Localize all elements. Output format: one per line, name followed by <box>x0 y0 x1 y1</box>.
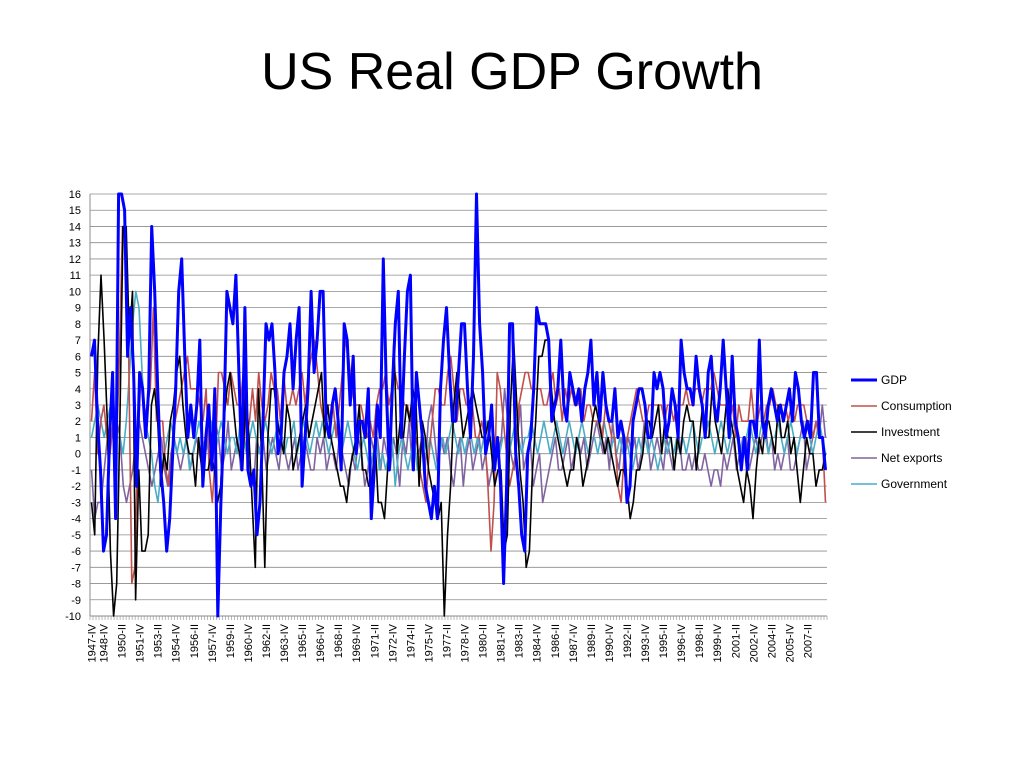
x-tick-label: 1956-II <box>189 624 201 658</box>
legend: GDP Consumption Investment Net exports Gover… <box>851 373 952 491</box>
x-tick-label: 1963-IV <box>279 623 291 662</box>
legend-label-gdp: GDP <box>881 373 907 387</box>
y-tick-label: 5 <box>75 368 81 380</box>
y-tick-label: 7 <box>75 335 81 347</box>
x-tick-label: 1951-IV <box>135 623 147 662</box>
x-tick-label: 1984-IV <box>532 623 544 662</box>
y-tick-label: -4 <box>71 514 81 526</box>
x-axis-ticks: 1947-IV 1948-IV 1950-II 1951-IV 1953-II 1954-… <box>87 623 815 662</box>
x-tick-label: 1950-II <box>117 624 129 658</box>
x-tick-label: 1971-II <box>369 624 381 658</box>
y-tick-label: 9 <box>75 303 81 315</box>
x-tick-label: 1998-II <box>694 624 706 658</box>
x-tick-label: 1969-IV <box>351 623 363 662</box>
y-tick-label: -1 <box>71 465 81 477</box>
x-tick-label: 1992-II <box>622 624 634 658</box>
x-tick-label: 1995-II <box>658 624 670 658</box>
x-tick-label: 1968-II <box>333 624 345 658</box>
y-tick-label: -3 <box>71 497 81 509</box>
x-tick-label: 1953-II <box>153 624 165 658</box>
x-tick-label: 1983-II <box>514 624 526 658</box>
x-tick-label: 2002-IV <box>748 623 760 662</box>
x-tick-label: 2001-II <box>730 624 742 658</box>
x-tick-label: 1962-II <box>261 624 273 658</box>
y-tick-label: 2 <box>75 416 81 428</box>
x-tick-label: 2005-IV <box>784 623 796 662</box>
x-tick-label: 1989-II <box>586 624 598 658</box>
series-consumption <box>90 225 827 585</box>
legend-label-government: Government <box>881 477 948 491</box>
y-tick-label: 3 <box>75 400 81 412</box>
y-tick-label: 16 <box>69 189 81 201</box>
x-tick-label: 2007-II <box>802 624 814 658</box>
axes <box>89 194 828 620</box>
x-tick-label: 2004-II <box>766 624 778 658</box>
x-tick-label: 1954-IV <box>171 623 183 662</box>
y-tick-label: 6 <box>75 351 81 363</box>
x-tick-label: 1960-IV <box>243 623 255 662</box>
legend-label-net-exports: Net exports <box>881 451 942 465</box>
y-tick-label: -10 <box>65 611 81 623</box>
legend-label-consumption: Consumption <box>881 399 952 413</box>
x-tick-label: 1965-II <box>297 624 309 658</box>
x-tick-label: 1957-IV <box>207 623 219 662</box>
y-tick-label: 4 <box>75 384 81 396</box>
x-tick-label: 1990-IV <box>604 623 616 662</box>
y-tick-label: 10 <box>69 286 81 298</box>
y-tick-label: 14 <box>69 221 81 233</box>
x-tick-label: 1978-IV <box>460 623 472 662</box>
series-gdp <box>90 192 827 618</box>
y-tick-label: -7 <box>71 562 81 574</box>
y-tick-label: -6 <box>71 546 81 558</box>
y-tick-label: -2 <box>71 481 81 493</box>
x-tick-label: 1966-IV <box>315 623 327 662</box>
y-tick-label: 0 <box>75 449 81 461</box>
y-tick-label: -8 <box>71 579 81 591</box>
x-tick-label: 1972-IV <box>387 623 399 662</box>
x-tick-label: 1993-IV <box>640 623 652 662</box>
y-tick-label: 8 <box>75 319 81 331</box>
x-tick-label: 1996-IV <box>676 623 688 662</box>
x-tick-label: 1986-II <box>550 624 562 658</box>
x-tick-label: 1947-IV <box>87 623 99 662</box>
y-tick-label: 15 <box>69 205 81 217</box>
x-tick-label: 1980-II <box>478 624 490 658</box>
series-lines <box>90 192 827 618</box>
y-tick-label: 12 <box>69 254 81 266</box>
y-axis-ticks: 161514131211109876543210-1-2-3-4-5-6-7-8… <box>65 189 81 623</box>
x-tick-label: 1948-IV <box>99 623 111 662</box>
slide-title: US Real GDP Growth <box>261 43 763 101</box>
x-tick-label: 1974-II <box>405 624 417 658</box>
y-tick-label: -9 <box>71 595 81 607</box>
x-tick-label: 1975-IV <box>423 623 435 662</box>
legend-label-investment: Investment <box>881 425 940 439</box>
x-tick-label: 1977-II <box>441 624 453 658</box>
y-tick-label: -5 <box>71 530 81 542</box>
x-tick-label: 1959-II <box>225 624 237 658</box>
x-tick-label: 1987-IV <box>568 623 580 662</box>
y-tick-label: 13 <box>69 238 81 250</box>
y-tick-label: 1 <box>75 432 81 444</box>
y-tick-label: 11 <box>70 270 81 282</box>
x-tick-label: 1999-IV <box>712 623 724 662</box>
x-tick-label: 1981-IV <box>496 623 508 662</box>
